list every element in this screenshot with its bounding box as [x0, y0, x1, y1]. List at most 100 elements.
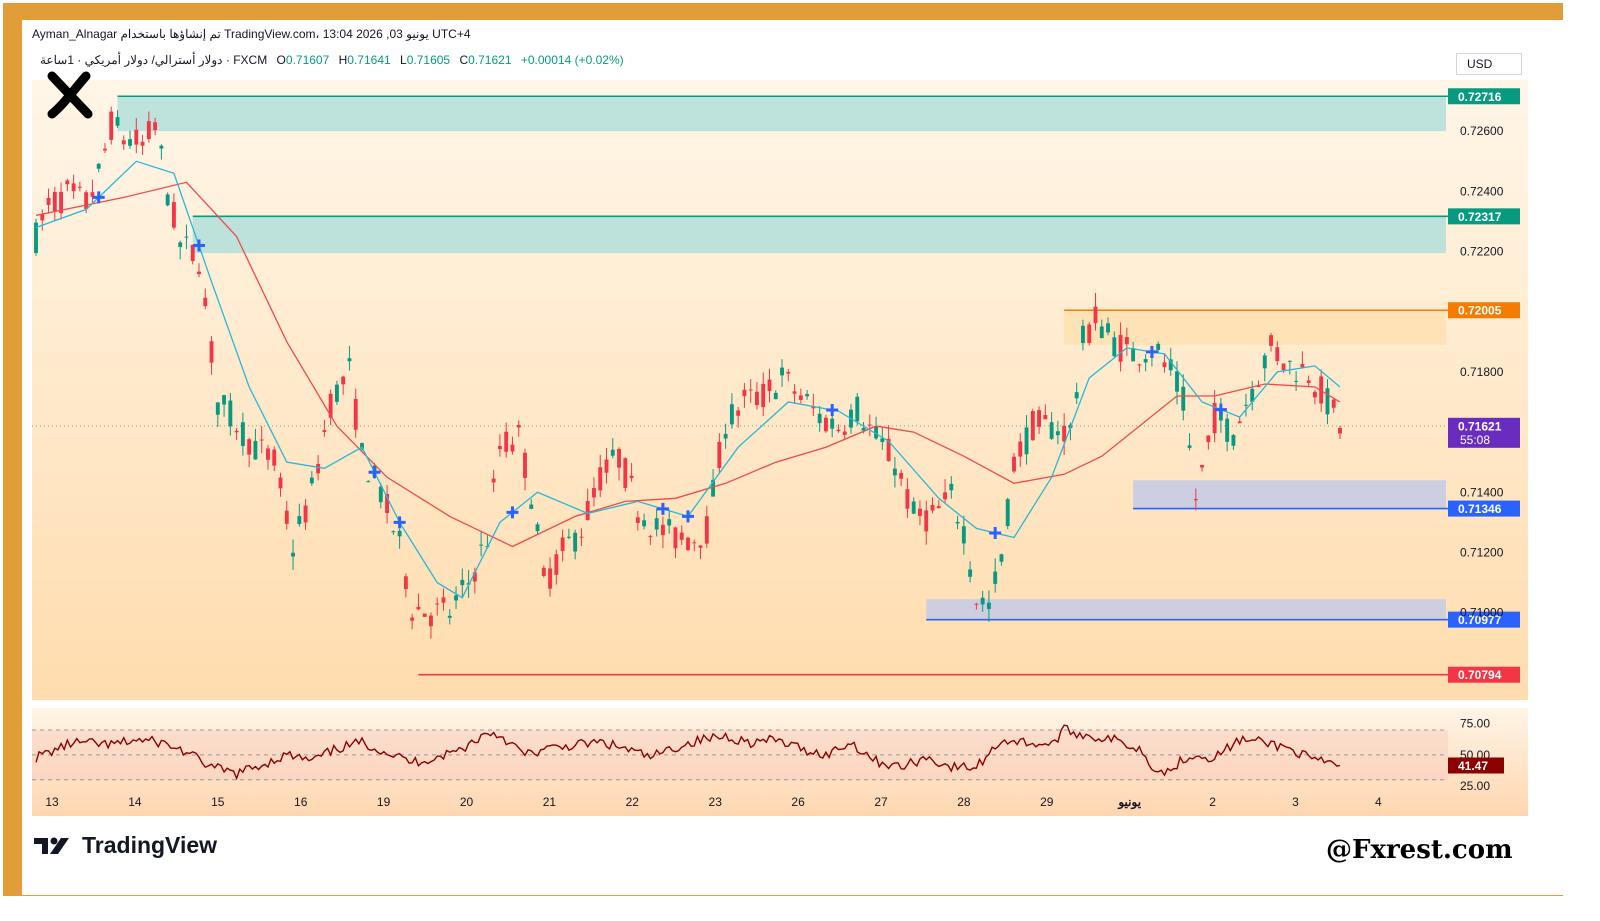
level-price-tag [1448, 500, 1520, 517]
level-price-tag [1448, 208, 1520, 225]
candle-body [385, 494, 390, 513]
candle-body [516, 424, 521, 428]
candle-body [410, 617, 415, 621]
candle-body [284, 510, 289, 524]
cross-marker-icon [1214, 403, 1227, 416]
candle-body [648, 536, 653, 538]
level-price-label: 0.72317 [1458, 210, 1502, 224]
candle-body [993, 571, 998, 584]
candle-body [673, 527, 678, 549]
candle-body [560, 537, 565, 551]
level-price-label: 0.70794 [1458, 668, 1502, 682]
candle-body [579, 536, 584, 538]
candle-body [115, 117, 120, 126]
candle-body [479, 544, 484, 546]
candle-body [1106, 323, 1110, 333]
candle-body [573, 532, 578, 552]
change-value: +0.00014 (+0.02%) [520, 53, 624, 67]
current-price-label: 0.71621 [1458, 419, 1502, 433]
candle-body [566, 536, 571, 538]
candle-body [742, 389, 747, 397]
candle-body [366, 481, 371, 483]
candle-body [585, 501, 590, 521]
level-price-label: 0.72716 [1458, 90, 1502, 104]
candle-body [1012, 456, 1016, 472]
price-pane-background [32, 80, 1528, 700]
candle-body [178, 242, 183, 247]
cross-marker-icon [1145, 345, 1158, 358]
candle-body [1024, 427, 1029, 455]
close-value: 0.71621 [468, 53, 512, 67]
header-author-line: Ayman_Alnagar تم إنشاؤها باستخدام Tradin… [32, 27, 471, 41]
candle-body [798, 395, 803, 400]
low-label: L [400, 53, 407, 67]
candle-body [1256, 386, 1261, 388]
candle-body [723, 433, 728, 439]
candle-body [861, 427, 866, 431]
candle-body [1262, 355, 1267, 369]
candle-body [328, 393, 333, 418]
candle-body [792, 391, 797, 394]
candle-body [936, 506, 941, 509]
candle-body [297, 516, 302, 525]
candle-body [535, 524, 540, 532]
candle-body [617, 448, 621, 468]
rsi-axis-tick: 75.00 [1460, 717, 1490, 731]
candle-body [711, 479, 716, 497]
candle-body [1162, 362, 1167, 368]
candle-body [1049, 422, 1054, 439]
current-price-tag [1448, 417, 1520, 448]
candle-body [999, 554, 1004, 562]
candle-body [598, 467, 603, 491]
candle-body [1325, 388, 1330, 415]
candle-body [604, 459, 609, 473]
cross-marker-icon [92, 191, 105, 204]
candle-body [892, 468, 897, 476]
candle-body [360, 443, 364, 449]
candle-body [817, 413, 822, 424]
zone-rect [1133, 480, 1446, 509]
candle-body [629, 475, 634, 479]
candle-body [918, 508, 922, 516]
candle-body [278, 477, 283, 489]
level-price-label: 0.72005 [1458, 304, 1502, 318]
candle-body [529, 504, 534, 509]
zone-rect [926, 599, 1446, 620]
symbol-name: دولار أسترالي/ دولار أمريكي · 1ساعة · FX… [40, 53, 268, 67]
candle-body [1118, 334, 1123, 362]
candle-body [146, 121, 151, 140]
candle-body [222, 395, 227, 405]
candle-body [924, 510, 929, 532]
candle-body [968, 569, 973, 577]
candle-body [1018, 441, 1023, 457]
tradingview-logo-text: TradingView [82, 832, 218, 858]
cross-marker-icon [826, 403, 839, 416]
candle-body [623, 458, 628, 488]
time-axis-tick: 22 [626, 795, 640, 809]
candle-body [234, 430, 239, 433]
candle-body [46, 197, 51, 205]
candle-body [441, 597, 446, 603]
price-axis-tick: 0.72400 [1460, 184, 1504, 198]
close-label: C [459, 53, 469, 67]
price-axis-tick: 0.72600 [1460, 124, 1504, 138]
rsi-value-tag [1448, 757, 1504, 774]
time-axis-tick: 23 [709, 795, 723, 809]
cross-marker-icon [656, 502, 669, 515]
candle-body [805, 394, 810, 397]
time-axis-tick: 20 [460, 795, 474, 809]
currency-button[interactable]: USD [1456, 53, 1522, 75]
candle-body [165, 194, 170, 206]
candle-body [1200, 464, 1205, 468]
time-axis-tick: 26 [791, 795, 805, 809]
candle-body [1294, 380, 1299, 382]
time-axis-tick: 19 [377, 795, 391, 809]
candle-body [291, 552, 295, 557]
open-value: 0.71607 [285, 53, 330, 67]
zone-rect [192, 216, 1447, 254]
time-axis-tick: 27 [874, 795, 888, 809]
candle-body [755, 391, 759, 406]
zone-rect [117, 96, 1446, 132]
candle-body [1187, 445, 1192, 448]
